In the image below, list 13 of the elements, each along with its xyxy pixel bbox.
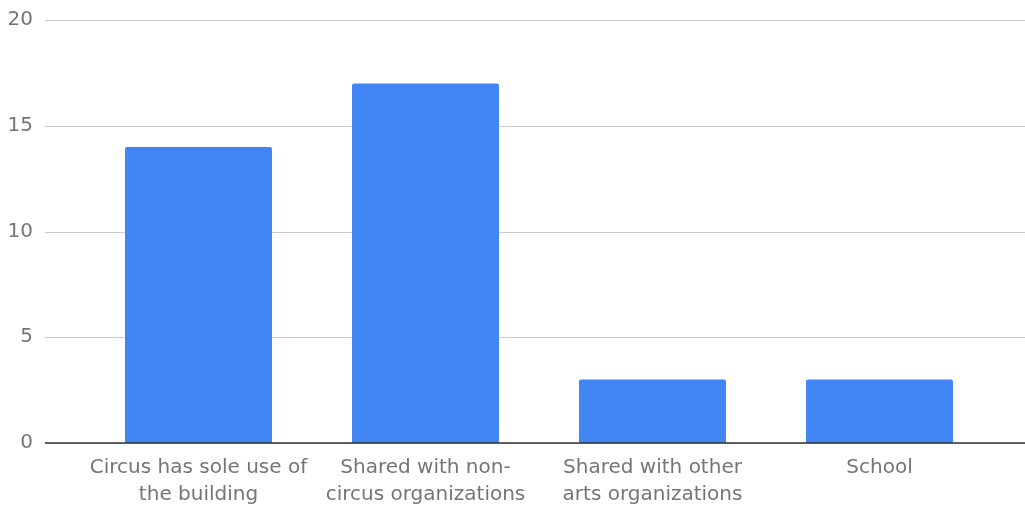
x-tick-label: Shared with other arts organizations: [562, 453, 743, 506]
y-tick-label: 20: [7, 6, 33, 31]
y-tick-label: 5: [20, 323, 33, 348]
bar: [806, 379, 953, 443]
y-tick-label: 15: [7, 111, 33, 136]
bar: [125, 146, 272, 443]
x-tick-label: School: [846, 453, 913, 478]
y-tick-label: 0: [20, 429, 33, 454]
bar: [352, 83, 499, 443]
x-tick-label: Circus has sole use of the building: [89, 453, 309, 506]
x-tick-label: Shared with non-circus organizations: [325, 453, 526, 506]
y-tick-label: 10: [7, 217, 33, 242]
bar: [579, 379, 726, 443]
